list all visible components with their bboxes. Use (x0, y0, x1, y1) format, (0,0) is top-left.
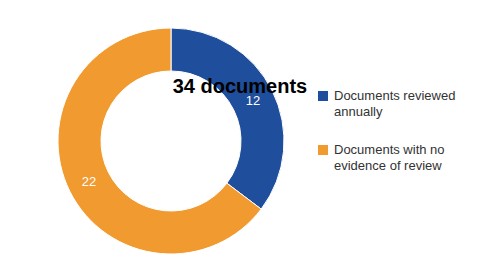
svg-text:34 documents: 34 documents (173, 75, 307, 97)
svg-text:12: 12 (245, 92, 261, 108)
svg-text:22: 22 (82, 174, 96, 189)
html-text:Documents reviewed annually: Documents reviewed annually (334, 88, 456, 119)
html-text:Documents with no evidence of: Documents with no evidence of review (334, 142, 445, 173)
